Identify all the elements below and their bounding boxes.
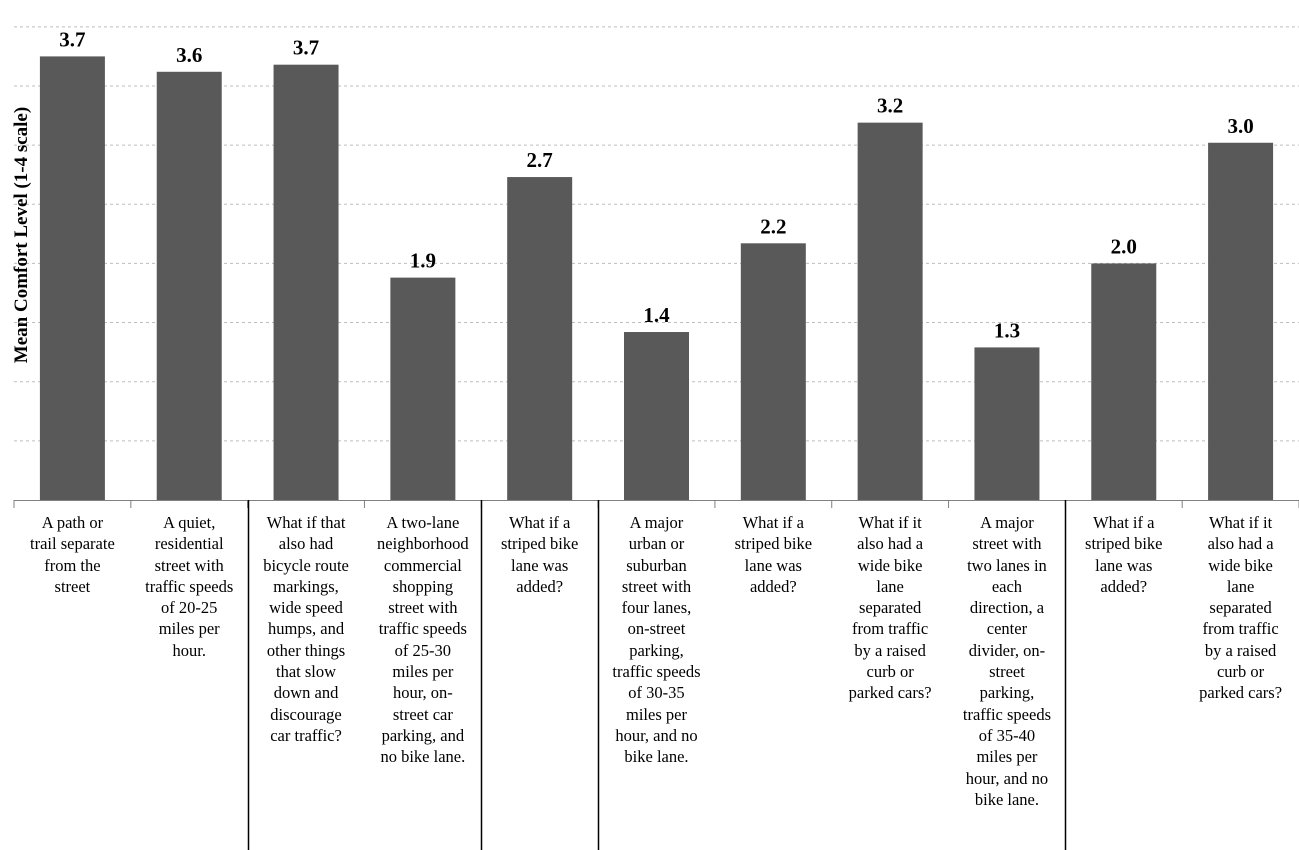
- bar: [507, 177, 573, 500]
- data-label: 2.7: [527, 148, 553, 172]
- data-label: 3.2: [877, 94, 903, 118]
- x-axis: [13, 500, 1299, 850]
- data-label: 3.7: [59, 27, 85, 51]
- category-label: What if it also had a wide bike lane sep…: [1199, 513, 1283, 703]
- data-label: 2.2: [760, 214, 786, 238]
- data-labels: 3.7 3.6 3.7 1.9 2.7 1.4 2.2 3.2 1.3 2.0 3.0: [59, 27, 1253, 342]
- bar: [156, 71, 222, 500]
- data-label: 1.4: [643, 303, 670, 327]
- category-label: What if a striped bike lane was added?: [1085, 513, 1163, 596]
- y-axis-label: Mean Comfort Level (1-4 scale): [11, 106, 32, 364]
- data-label: 3.7: [293, 36, 319, 60]
- bar: [273, 64, 339, 501]
- category-label: A major urban or suburban street with fo…: [612, 513, 701, 767]
- category-label: A path or trail separate from the street: [30, 513, 115, 596]
- data-label: 1.9: [410, 249, 436, 273]
- data-label: 1.3: [994, 318, 1020, 342]
- data-label: 3.6: [176, 43, 202, 67]
- bar: [974, 347, 1040, 500]
- bars: [39, 56, 1274, 501]
- bar: [39, 56, 105, 501]
- bar: [1208, 142, 1274, 500]
- bar: [1091, 263, 1157, 500]
- bar: [390, 277, 456, 500]
- bar: [857, 122, 923, 501]
- category-label: A two-lane neighborhood commercial shopp…: [377, 513, 469, 767]
- bar: [740, 243, 806, 500]
- category-label: What if a striped bike lane was added?: [734, 513, 813, 596]
- category-label: A quiet, residential street with traffic…: [145, 513, 234, 660]
- category-label: A major street with two lanes in each di…: [962, 513, 1051, 809]
- category-label: What if that also had bicycle route mark…: [263, 513, 349, 745]
- category-label: What if it also had a wide bike lane sep…: [848, 513, 932, 703]
- data-label: 2.0: [1111, 234, 1137, 258]
- category-label: What if a striped bike lane was added?: [500, 513, 579, 596]
- data-label: 3.0: [1227, 114, 1253, 138]
- bar: [624, 332, 689, 500]
